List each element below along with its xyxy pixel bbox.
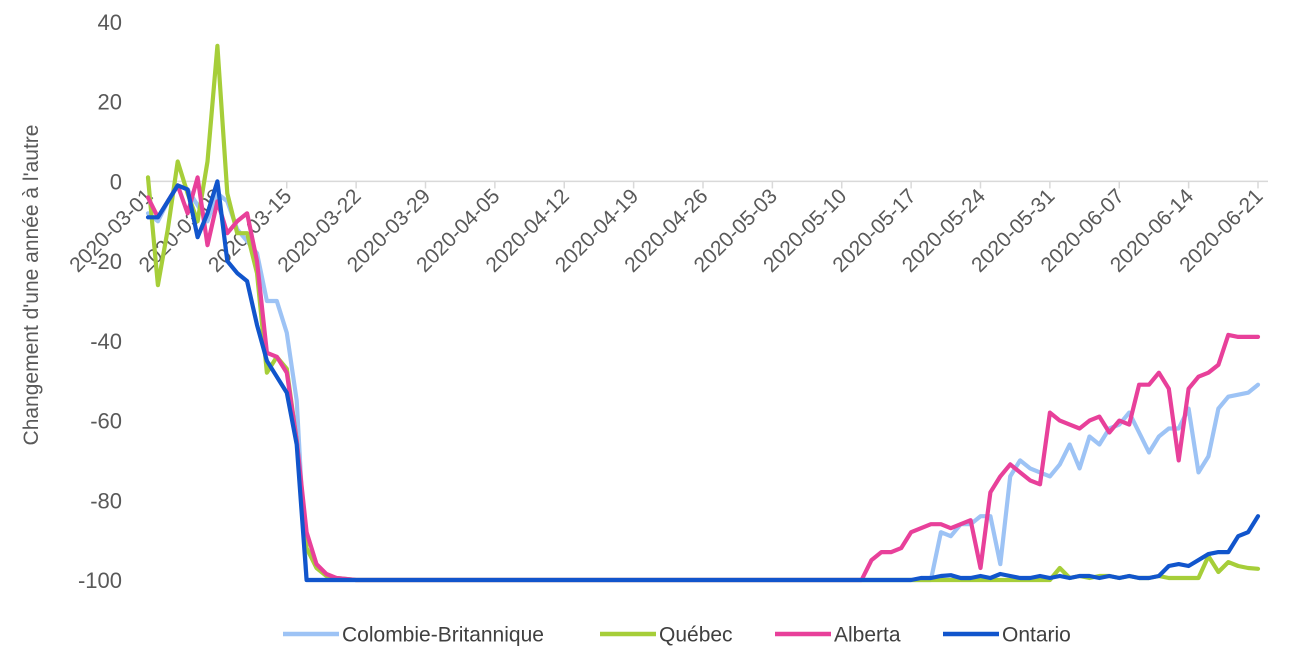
- legend: Colombie-Britannique Québec Alberta Ontario: [283, 624, 1071, 647]
- y-tick-label: 40: [98, 10, 122, 35]
- plot-area: 40 20 0 -20 -40 -60 -80 -100 2020-03-012020-03-…: [65, 10, 1268, 593]
- x-axis: 2020-03-012020-03-082020-03-152020-03-22…: [65, 181, 1268, 277]
- y-tick-label: -40: [90, 329, 122, 354]
- y-tick-label: -100: [78, 568, 122, 593]
- y-tick-label: -80: [90, 488, 122, 513]
- y-tick-label: -20: [90, 249, 122, 274]
- y-tick-label: 20: [98, 90, 122, 115]
- y-tick-label: -60: [90, 409, 122, 434]
- legend-label: Québec: [659, 624, 733, 647]
- legend-label: Colombie-Britannique: [342, 624, 544, 647]
- y-axis-title: Changement d'une année à l'autre: [20, 125, 43, 446]
- legend-label: Ontario: [1002, 624, 1071, 647]
- series-lines: [145, 43, 1261, 583]
- series-line-ontario: [145, 179, 1261, 583]
- y-axis: 40 20 0 -20 -40 -60 -80 -100: [78, 10, 122, 593]
- y-tick-label: 0: [110, 169, 122, 194]
- series-line-qu-bec: [145, 43, 1261, 583]
- legend-label: Alberta: [834, 624, 901, 647]
